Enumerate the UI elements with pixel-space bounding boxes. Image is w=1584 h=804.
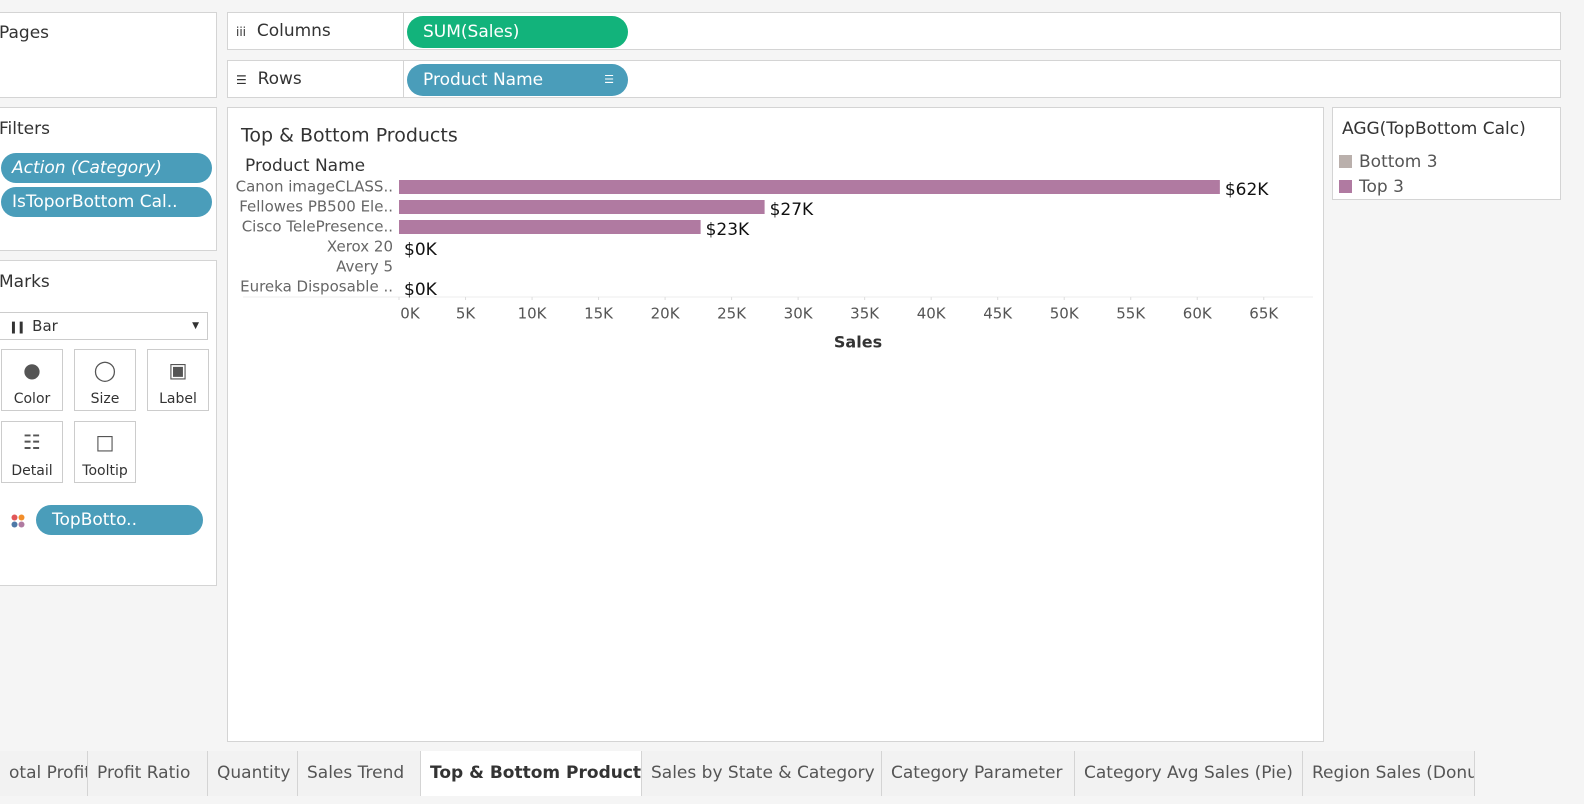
chart-title: Top & Bottom Products xyxy=(240,125,458,147)
sheet-tab[interactable]: Region Sales (Donu xyxy=(1303,751,1475,796)
sheet-tab[interactable]: Top & Bottom Products xyxy=(421,751,642,796)
mark-button-label: Detail xyxy=(11,463,53,479)
x-tick-label: 15K xyxy=(584,305,614,323)
rows-pill[interactable]: Product Name ☰ xyxy=(407,64,628,96)
x-tick-label: 0K xyxy=(400,305,421,323)
rows-label: ☰ Rows xyxy=(236,69,302,89)
marks-title: Marks xyxy=(0,272,50,292)
chart-pane: Top & Bottom Products Product Name 0K 5K 1… xyxy=(227,107,1324,742)
mark-button[interactable]: ▣ Label xyxy=(147,349,209,411)
rows-pill-text: Product Name xyxy=(423,70,544,90)
legend-label: Top 3 xyxy=(1358,177,1404,197)
category-label: Avery 5 xyxy=(336,258,393,276)
x-tick-label: 65K xyxy=(1249,305,1279,323)
category-label: Canon imageCLASS.. xyxy=(236,178,393,196)
category-header: Product Name xyxy=(245,156,365,176)
mark-icon: □ xyxy=(95,430,115,454)
mark-button-label: Color xyxy=(13,391,51,407)
legend-card: AGG(TopBottom Calc) Bottom 3 Top 3 xyxy=(1332,107,1561,200)
x-tick-label: 10K xyxy=(518,305,548,323)
value-label: $23K xyxy=(706,220,750,240)
sheet-tab[interactable]: Quantity xyxy=(208,751,298,796)
sort-icon: ☰ xyxy=(604,73,614,86)
sheet-tab[interactable]: Sales Trend xyxy=(298,751,421,796)
sheet-tab[interactable]: Profit Ratio xyxy=(88,751,208,796)
mark-button[interactable]: □ Tooltip xyxy=(74,421,136,483)
x-tick-label: 35K xyxy=(850,305,880,323)
value-label: $27K xyxy=(770,200,814,220)
x-tick-label: 55K xyxy=(1116,305,1146,323)
mark-pill[interactable]: TopBotto.. xyxy=(36,505,203,535)
x-tick-label: 5K xyxy=(456,305,477,323)
divider xyxy=(403,61,404,97)
mark-button[interactable]: ☷ Detail xyxy=(1,421,63,483)
columns-label: iii Columns xyxy=(236,21,331,41)
category-label: Eureka Disposable .. xyxy=(240,278,393,296)
divider xyxy=(403,13,404,49)
pages-title: Pages xyxy=(0,23,50,43)
x-tick-label: 45K xyxy=(983,305,1013,323)
mark-icon: ☷ xyxy=(23,430,41,454)
value-label: $0K xyxy=(404,280,438,300)
color-icon xyxy=(11,513,25,528)
category-label: Fellowes PB500 Ele.. xyxy=(239,198,393,216)
mark-button-label: Size xyxy=(90,391,120,407)
x-tick-label: 50K xyxy=(1050,305,1080,323)
value-label: $62K xyxy=(1225,180,1269,200)
mark-icon: ▣ xyxy=(168,358,188,382)
pages-card: Pages xyxy=(0,12,217,98)
sheet-tab[interactable]: otal Profit xyxy=(0,751,88,796)
x-tick-label: 20K xyxy=(651,305,681,323)
sheet-tab[interactable]: Sales by State & Category xyxy=(642,751,882,796)
legend-label: Bottom 3 xyxy=(1359,152,1438,172)
columns-pill[interactable]: SUM(Sales) xyxy=(407,16,628,48)
sheet-tab[interactable]: Category Avg Sales (Pie) xyxy=(1075,751,1303,796)
columns-text: Columns xyxy=(256,21,331,41)
value-label: $0K xyxy=(404,240,438,260)
mark-icon: ◯ xyxy=(93,358,117,382)
legend-title: AGG(TopBottom Calc) xyxy=(1342,119,1526,139)
mark-button-label: Label xyxy=(159,391,197,407)
filters-title: Filters xyxy=(0,119,50,139)
mark-button[interactable]: ◯ Size xyxy=(74,349,136,411)
x-tick-label: 40K xyxy=(917,305,947,323)
mark-icon: ● xyxy=(23,358,41,382)
sheet-tab[interactable]: Category Parameter xyxy=(882,751,1075,796)
mark-button[interactable]: ● Color xyxy=(1,349,63,411)
filter-pill[interactable]: Action (Category) xyxy=(1,153,212,183)
filter-pill[interactable]: IsToporBottom Cal.. xyxy=(1,187,212,217)
x-tick-label: 25K xyxy=(717,305,747,323)
legend-swatch xyxy=(1339,180,1352,193)
bar xyxy=(399,180,1220,194)
mark-type: Bar xyxy=(32,317,58,335)
chart: Top & Bottom Products Product Name 0K 5K 1… xyxy=(236,125,1313,352)
x-tick-label: 60K xyxy=(1183,305,1213,323)
category-label: Xerox 20 xyxy=(327,238,393,256)
bar xyxy=(399,220,701,234)
legend: AGG(TopBottom Calc) Bottom 3 Top 3 xyxy=(1339,119,1526,197)
x-axis-title: Sales xyxy=(834,333,882,352)
rows-shelf[interactable]: ☰ Rows Product Name ☰ xyxy=(227,60,1561,98)
bar xyxy=(399,200,765,214)
category-label: Cisco TelePresence.. xyxy=(242,218,393,236)
filters-card: Filters Action (Category) IsToporBottom … xyxy=(0,107,217,251)
legend-swatch xyxy=(1339,155,1352,168)
marks-card: Marks ▍▍ Bar ▼ ● Color ◯ Size ▣ Label ☷ Detail □ T… xyxy=(0,260,217,586)
x-tick-label: 30K xyxy=(784,305,814,323)
mark-type-dropdown[interactable]: ▍▍ Bar ▼ xyxy=(0,312,208,340)
mark-button-label: Tooltip xyxy=(82,463,128,479)
rows-text: Rows xyxy=(257,69,302,89)
columns-shelf[interactable]: iii Columns SUM(Sales) xyxy=(227,12,1561,50)
